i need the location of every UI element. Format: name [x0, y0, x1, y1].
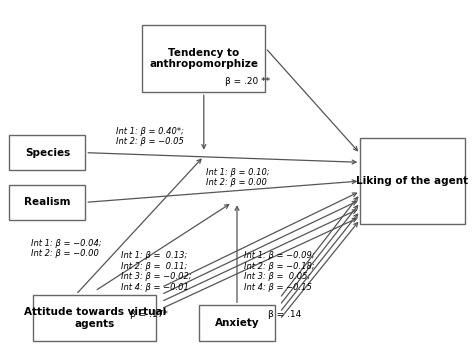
Text: β = .17*: β = .17*	[130, 310, 168, 319]
Text: Realism: Realism	[24, 197, 71, 207]
FancyBboxPatch shape	[142, 25, 265, 92]
Text: Int 1: β = −0.04;
Int 2: β = −0.00: Int 1: β = −0.04; Int 2: β = −0.00	[31, 239, 101, 258]
Text: Attitude towards virtual
agents: Attitude towards virtual agents	[24, 307, 166, 328]
FancyBboxPatch shape	[33, 295, 156, 341]
Text: Tendency to
anthropomorphize: Tendency to anthropomorphize	[149, 48, 258, 69]
FancyBboxPatch shape	[199, 305, 275, 341]
Text: Anxiety: Anxiety	[215, 318, 259, 328]
Text: Int 1: β = −0.09;
Int 2: β = −0.18;
Int 3: β =  0.05;
Int 4: β = −0.15: Int 1: β = −0.09; Int 2: β = −0.18; Int …	[244, 251, 315, 292]
Text: Int 1: β =  0.13;
Int 2: β =  0.11;
Int 3: β = −0.02;
Int 4: β = −0.01: Int 1: β = 0.13; Int 2: β = 0.11; Int 3:…	[121, 251, 191, 292]
FancyBboxPatch shape	[9, 185, 85, 220]
Text: Int 1: β = 0.40*;
Int 2: β = −0.05: Int 1: β = 0.40*; Int 2: β = −0.05	[116, 127, 184, 146]
Text: Liking of the agent: Liking of the agent	[356, 176, 468, 186]
Text: Int 1: β = 0.10;
Int 2: β = 0.00: Int 1: β = 0.10; Int 2: β = 0.00	[206, 168, 270, 187]
FancyBboxPatch shape	[360, 138, 465, 224]
Text: β = .20 **: β = .20 **	[225, 77, 270, 86]
Text: β = .14: β = .14	[268, 310, 301, 319]
FancyBboxPatch shape	[9, 135, 85, 170]
Text: Species: Species	[25, 148, 70, 158]
